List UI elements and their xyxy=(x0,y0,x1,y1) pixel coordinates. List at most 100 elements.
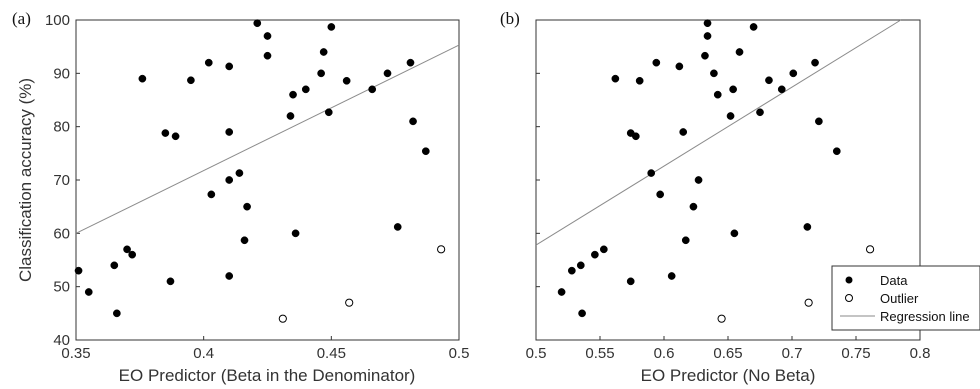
y-tick-label: 70 xyxy=(53,172,70,189)
x-tick-label: 0.55 xyxy=(585,345,614,362)
y-axis-label: Classification accuracy (%) xyxy=(16,78,35,282)
data-point xyxy=(235,169,244,177)
outlier-point xyxy=(865,245,875,254)
data-point xyxy=(599,245,608,254)
data-point xyxy=(710,69,718,78)
data-point xyxy=(591,250,599,259)
regression-line xyxy=(535,19,902,246)
data-point xyxy=(342,76,351,85)
data-point xyxy=(777,85,786,94)
data-point xyxy=(171,132,180,141)
data-point xyxy=(647,169,656,177)
data-point xyxy=(240,236,249,245)
data-point xyxy=(703,32,712,40)
data-point xyxy=(675,62,684,71)
data-point xyxy=(291,229,300,238)
data-point xyxy=(317,69,325,78)
data-point xyxy=(652,58,661,67)
data-point xyxy=(756,108,764,117)
x-tick-label: 0.45 xyxy=(317,345,346,362)
panel-a: (a) 0.35 0.4 0.45 0.5 40 50 60 70 80 90 100 EO Pr… xyxy=(12,9,469,385)
data-point xyxy=(713,90,722,99)
data-point xyxy=(187,76,195,85)
panel-a-x-ticks: 0.35 0.4 0.45 0.5 xyxy=(61,336,469,362)
data-point xyxy=(113,309,121,318)
data-point xyxy=(803,223,812,231)
data-point xyxy=(393,223,402,231)
panel-a-y-ticks: 40 50 60 70 80 90 100 xyxy=(45,12,80,349)
outlier-point xyxy=(345,298,354,307)
x-tick-label: 0.5 xyxy=(526,345,547,362)
data-point xyxy=(128,250,137,259)
data-point xyxy=(694,176,703,184)
panel-b-label: (b) xyxy=(500,9,520,28)
data-point xyxy=(84,288,93,296)
data-point xyxy=(679,128,688,136)
y-tick-label: 60 xyxy=(53,225,70,242)
data-point xyxy=(729,85,737,94)
data-point xyxy=(225,272,234,280)
data-point xyxy=(735,48,744,56)
panel-b-x-axis-label: EO Predictor (No Beta) xyxy=(641,366,816,385)
data-point xyxy=(726,112,735,120)
data-point xyxy=(611,74,620,83)
data-point xyxy=(263,32,272,40)
data-point xyxy=(319,48,328,56)
data-point xyxy=(406,58,415,67)
y-tick-label: 50 xyxy=(53,279,70,296)
data-point xyxy=(263,51,272,60)
data-point xyxy=(578,309,586,318)
data-point xyxy=(327,23,336,31)
y-tick-label: 40 xyxy=(53,332,70,349)
x-tick-label: 0.6 xyxy=(654,345,675,362)
data-point xyxy=(286,112,295,120)
panel-b-regression-line xyxy=(535,19,902,246)
data-point xyxy=(204,58,213,67)
x-tick-label: 0.7 xyxy=(782,345,803,362)
x-tick-label: 0.75 xyxy=(841,345,870,362)
data-point xyxy=(567,266,576,275)
data-point xyxy=(832,147,841,156)
legend-regression-label: Regression line xyxy=(880,309,970,324)
data-point xyxy=(730,229,739,238)
data-point xyxy=(225,128,234,136)
data-point xyxy=(631,132,640,141)
legend-data-label: Data xyxy=(880,273,908,288)
panel-b-points xyxy=(557,19,875,323)
data-point xyxy=(301,85,310,94)
data-point xyxy=(253,19,262,28)
panel-a-points xyxy=(74,19,446,323)
data-point xyxy=(557,288,566,296)
data-point xyxy=(701,51,709,60)
data-point xyxy=(749,23,758,31)
x-tick-label: 0.65 xyxy=(713,345,742,362)
data-point xyxy=(421,147,430,156)
x-tick-label: 0.4 xyxy=(193,345,214,362)
data-point xyxy=(207,190,216,199)
regression-line xyxy=(75,44,460,234)
panel-b: (b) 0.5 0.55 0.6 0.65 0.7 0.75 0.8 EO Predicto… xyxy=(500,9,930,385)
legend-outlier-label: Outlier xyxy=(880,291,919,306)
panel-a-regression-line xyxy=(75,44,460,234)
x-tick-label: 0.5 xyxy=(449,345,470,362)
data-point xyxy=(689,202,698,211)
panel-b-y-ticks xyxy=(536,19,540,341)
data-point xyxy=(815,117,823,126)
outlier-point xyxy=(804,298,813,307)
data-point xyxy=(110,261,119,270)
panel-a-x-axis-label: EO Predictor (Beta in the Denominator) xyxy=(119,366,416,385)
panel-a-axes-box xyxy=(75,19,460,341)
y-tick-label: 100 xyxy=(45,12,70,29)
data-point xyxy=(243,202,251,211)
data-point xyxy=(576,261,585,270)
data-point xyxy=(324,108,333,117)
data-point xyxy=(138,74,147,83)
data-point xyxy=(225,176,234,184)
data-point xyxy=(667,272,676,280)
data-point xyxy=(289,90,297,99)
data-point xyxy=(681,236,690,245)
data-point xyxy=(368,85,377,94)
data-point xyxy=(225,62,234,71)
x-tick-label: 0.35 xyxy=(61,345,90,362)
